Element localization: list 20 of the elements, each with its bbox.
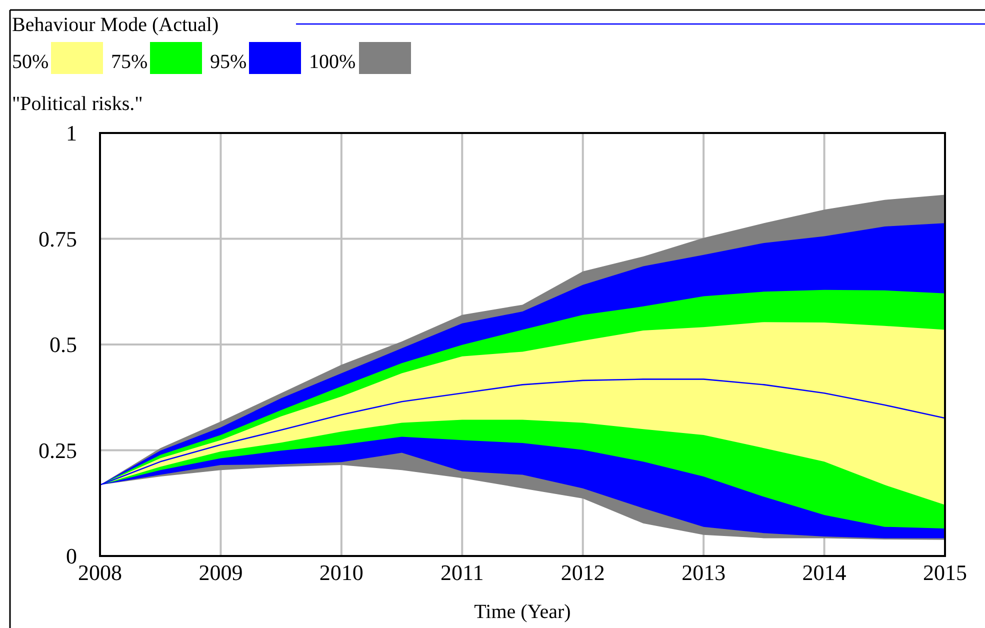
x-tick-label: 2013 bbox=[682, 560, 726, 585]
y-tick-label: 0.25 bbox=[38, 438, 77, 463]
y-tick-label: 1 bbox=[66, 120, 77, 146]
x-tick-label: 2010 bbox=[319, 560, 364, 585]
y-tick-label: 0.5 bbox=[50, 332, 77, 358]
x-tick-label: 2008 bbox=[78, 560, 122, 585]
x-tick-label: 2011 bbox=[440, 560, 484, 585]
text: Behaviour Mode (Actual) bbox=[12, 14, 219, 36]
x-tick-label: 2009 bbox=[198, 560, 243, 585]
y-tick-label: 0.75 bbox=[38, 226, 77, 252]
legend-label: 95% bbox=[210, 51, 247, 73]
legend-label: 50% bbox=[12, 51, 49, 73]
x-axis-title: Time (Year) bbox=[474, 601, 571, 623]
chart-title: "Political risks." bbox=[12, 93, 143, 115]
legend-label: 75% bbox=[111, 51, 148, 73]
x-tick-label: 2012 bbox=[560, 560, 605, 585]
x-tick-label: 2015 bbox=[923, 560, 967, 585]
y-tick-label: 0 bbox=[66, 544, 77, 569]
legend-label: 100% bbox=[309, 51, 356, 73]
x-tick-label: 2014 bbox=[802, 560, 846, 585]
